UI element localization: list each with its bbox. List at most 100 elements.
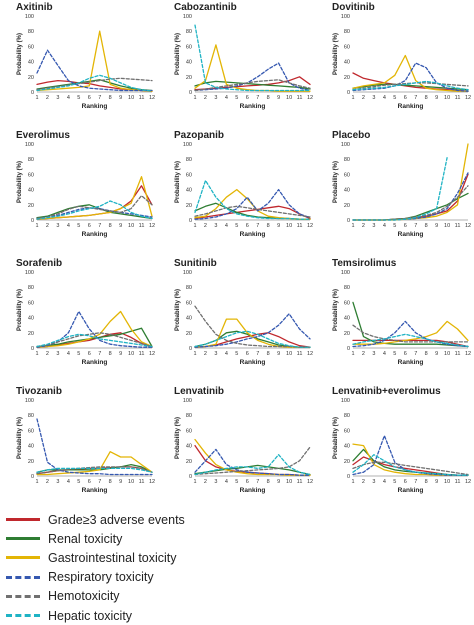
x-tick-label: 7 xyxy=(98,223,101,229)
x-tick-label: 5 xyxy=(393,351,396,357)
x-tick-label: 6 xyxy=(88,351,91,357)
y-tick-label: 80 xyxy=(28,157,34,163)
y-axis-label: Probability (%) xyxy=(175,33,181,75)
y-axis-label: Probability (%) xyxy=(17,161,23,203)
y-tick-label: 60 xyxy=(344,172,350,178)
x-tick-label: 6 xyxy=(246,351,249,357)
x-tick-label: 9 xyxy=(119,223,122,229)
series-line xyxy=(194,188,311,220)
y-tick-label: 40 xyxy=(344,60,350,66)
y-tick-label: 60 xyxy=(344,300,350,306)
y-tick-label: 40 xyxy=(344,444,350,450)
y-tick-label: 60 xyxy=(186,300,192,306)
series-line xyxy=(352,62,469,92)
x-tick-label: 7 xyxy=(98,351,101,357)
x-tick-label: 1 xyxy=(35,479,38,485)
y-tick-label: 100 xyxy=(341,270,350,276)
x-tick-label: 2 xyxy=(204,95,207,101)
series-line xyxy=(352,54,469,92)
x-tick-label: 1 xyxy=(35,223,38,229)
x-tick-label: 2 xyxy=(204,479,207,485)
y-tick-label: 100 xyxy=(183,398,192,404)
y-tick-label: 20 xyxy=(186,331,192,337)
y-tick-label: 0 xyxy=(347,90,350,96)
x-tick-label: 1 xyxy=(193,95,196,101)
x-tick-label: 4 xyxy=(67,95,70,101)
series-line xyxy=(194,305,311,348)
series-line xyxy=(352,157,448,221)
x-tick-label: 12 xyxy=(149,351,155,357)
legend-swatch xyxy=(6,614,40,618)
y-tick-label: 100 xyxy=(341,14,350,20)
x-tick-label: 10 xyxy=(286,223,292,229)
y-tick-label: 80 xyxy=(28,285,34,291)
y-axis-label: Probability (%) xyxy=(17,289,23,331)
x-axis-label: Ranking xyxy=(240,487,266,494)
x-tick-label: 7 xyxy=(414,223,417,229)
x-tick-label: 1 xyxy=(351,223,354,229)
x-tick-label: 2 xyxy=(362,223,365,229)
x-tick-label: 12 xyxy=(307,351,313,357)
x-tick-label: 1 xyxy=(351,95,354,101)
y-tick-label: 60 xyxy=(28,172,34,178)
x-tick-label: 6 xyxy=(246,479,249,485)
x-axis-label: Ranking xyxy=(82,359,108,366)
x-tick-label: 6 xyxy=(88,223,91,229)
x-tick-label: 7 xyxy=(414,351,417,357)
legend-label: Renal toxicity xyxy=(48,531,123,546)
chart-title: Sorafenib xyxy=(16,258,62,269)
legend-item: Gastrointestinal toxicity xyxy=(6,548,306,567)
series-line xyxy=(194,454,311,476)
x-tick-label: 10 xyxy=(128,351,134,357)
x-tick-label: 6 xyxy=(404,95,407,101)
x-tick-label: 9 xyxy=(435,223,438,229)
y-tick-label: 80 xyxy=(344,29,350,35)
x-tick-label: 11 xyxy=(297,351,303,357)
series-line xyxy=(36,195,153,220)
x-tick-label: 2 xyxy=(46,351,49,357)
series-line xyxy=(36,49,153,92)
x-tick-label: 11 xyxy=(455,95,461,101)
y-axis-label: Probability (%) xyxy=(175,289,181,331)
x-tick-label: 4 xyxy=(225,479,228,485)
series-line xyxy=(36,451,153,476)
x-tick-label: 5 xyxy=(393,479,396,485)
y-axis-label: Probability (%) xyxy=(333,417,339,459)
y-tick-label: 20 xyxy=(344,459,350,465)
x-tick-label: 7 xyxy=(256,479,259,485)
y-axis-label: Probability (%) xyxy=(333,161,339,203)
x-tick-label: 12 xyxy=(307,223,313,229)
x-tick-label: 10 xyxy=(128,479,134,485)
y-tick-label: 40 xyxy=(28,188,34,194)
series-line xyxy=(36,467,153,473)
series-line xyxy=(352,320,469,348)
legend-label: Grade≥3 adverse events xyxy=(48,512,185,527)
y-axis-label: Probability (%) xyxy=(17,33,23,75)
y-tick-label: 80 xyxy=(344,285,350,291)
x-tick-label: 5 xyxy=(235,479,238,485)
series-line xyxy=(36,79,153,92)
x-tick-label: 9 xyxy=(435,95,438,101)
y-tick-label: 20 xyxy=(344,203,350,209)
x-tick-label: 9 xyxy=(277,479,280,485)
y-tick-label: 100 xyxy=(341,398,350,404)
x-tick-label: 8 xyxy=(109,479,112,485)
y-axis-label: Probability (%) xyxy=(175,417,181,459)
series-line xyxy=(352,143,469,221)
x-tick-label: 4 xyxy=(383,351,386,357)
y-tick-label: 20 xyxy=(28,459,34,465)
x-tick-label: 11 xyxy=(139,223,145,229)
y-tick-label: 80 xyxy=(28,29,34,35)
y-tick-label: 0 xyxy=(31,90,34,96)
series-line xyxy=(194,332,311,348)
x-axis-label: Ranking xyxy=(398,487,424,494)
